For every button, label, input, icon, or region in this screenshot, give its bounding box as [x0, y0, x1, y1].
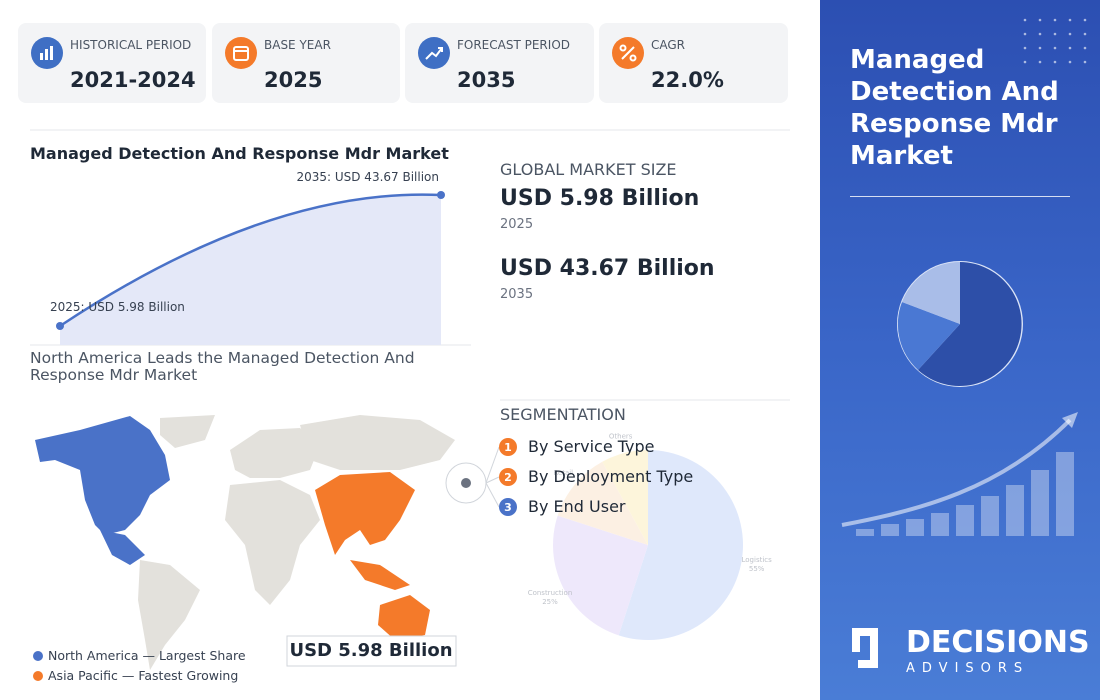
- item-label: By Service Type: [528, 437, 655, 456]
- legend-dot: [33, 671, 43, 681]
- value-label: 2035: USD 43.67 Billion: [296, 170, 439, 184]
- icon-graphic: [40, 46, 53, 60]
- market-value: USD 5.98 Billion: [500, 186, 700, 211]
- stat-card: BASE YEAR 2025: [212, 23, 400, 103]
- main-graphics: 2025: USD 5.98 Billion 2035: USD 43.67 Bi…: [30, 129, 790, 683]
- central-america: [100, 530, 145, 565]
- pie-slice: [918, 262, 1022, 386]
- pie-value-label: 55%: [749, 565, 765, 573]
- pie-slice: [557, 461, 648, 545]
- icon: [418, 37, 450, 69]
- africa: [225, 480, 320, 605]
- pie-slice: [553, 515, 648, 636]
- russia: [300, 415, 455, 470]
- icon: [31, 37, 63, 69]
- trend-arrow: [841, 418, 1072, 527]
- market-year: 2035: [500, 287, 534, 302]
- logo-mark: [852, 628, 878, 668]
- stat-value: 2021-2024: [70, 68, 196, 92]
- item-label: By Deployment Type: [528, 467, 693, 486]
- legend-label: North America — Largest Share: [48, 648, 246, 663]
- pie-slice: [902, 262, 960, 324]
- icon-graphic: [425, 47, 443, 60]
- dot-grid: [1023, 18, 1087, 64]
- stat-value: 22.0%: [651, 68, 724, 92]
- pie-category: Construction: [528, 589, 573, 597]
- arrow-head: [1062, 412, 1078, 428]
- point: [56, 322, 64, 330]
- badge-box: [286, 635, 457, 667]
- world-map: [35, 415, 455, 670]
- southeast-asia: [350, 560, 410, 590]
- market-year: 2025: [500, 217, 534, 232]
- legend-label: Asia Pacific — Fastest Growing: [48, 668, 238, 683]
- segment-list: 1 By Service Type 2 By Deployment Type 3 By E…: [485, 437, 693, 516]
- item-badge: [499, 468, 517, 486]
- sidebar-title: Managed Detection And Response Mdr Marke…: [850, 45, 1059, 171]
- icon: [612, 37, 644, 69]
- line-chart: 2025: USD 5.98 Billion 2035: USD 43.67 Bi…: [50, 170, 445, 345]
- australia: [378, 595, 430, 640]
- connector: [485, 482, 500, 508]
- europe: [230, 428, 320, 478]
- pie-slice: [602, 450, 648, 545]
- stat-label: CAGR: [651, 38, 686, 52]
- pie-category: Others: [609, 432, 633, 440]
- segmentation-title: SEGMENTATION: [500, 405, 626, 424]
- item-badge: [499, 438, 517, 456]
- map-legend: North America — Largest Share Asia Pacifi…: [33, 648, 246, 683]
- item-number: 1: [504, 441, 512, 454]
- stat-label: HISTORICAL PERIOD: [70, 38, 192, 52]
- stat-card: HISTORICAL PERIOD 2021-2024: [18, 23, 206, 103]
- sidebar-graphics: DECISIONS ADVISORS: [841, 18, 1090, 676]
- sidebar: Managed Detection And Response Mdr Marke…: [820, 0, 1100, 700]
- pie-category: Logistics: [742, 556, 773, 564]
- greenland: [160, 415, 215, 448]
- legend-dot: [33, 651, 43, 661]
- pie-value-label: 25%: [542, 598, 558, 606]
- south-america: [138, 560, 200, 670]
- asia-pacific: [315, 472, 415, 555]
- region-title: North America Leads the Managed Detectio…: [30, 349, 415, 384]
- logo-tagline: ADVISORS: [906, 661, 1029, 676]
- north-america: [35, 416, 170, 535]
- badge: USD 5.98 Billion: [289, 640, 452, 661]
- item-label: By End User: [528, 497, 626, 516]
- item-number: 3: [504, 501, 512, 514]
- stat-label: BASE YEAR: [264, 38, 331, 52]
- connector: [485, 476, 500, 484]
- stat-card: FORECAST PERIOD 2035: [405, 23, 594, 103]
- stat-label: FORECAST PERIOD: [457, 38, 570, 52]
- stat-value: 2035: [457, 68, 516, 92]
- market-value: USD 43.67 Billion: [500, 256, 715, 281]
- icon: [225, 37, 257, 69]
- logo-name: DECISIONS: [906, 625, 1090, 660]
- pie-slice: [618, 450, 744, 640]
- icon-graphic: [619, 44, 637, 62]
- item-badge: [499, 498, 517, 516]
- sidebar-divider: [850, 196, 1070, 197]
- connector: [485, 446, 500, 484]
- value-label: 2025: USD 5.98 Billion: [50, 300, 185, 314]
- stat-card: CAGR 22.0%: [599, 23, 788, 103]
- line: [59, 193, 442, 328]
- pie-slice: [897, 302, 960, 370]
- segment-icon-dot: [461, 478, 471, 488]
- sidebar-bars: [856, 452, 1074, 536]
- pie-category: Retail: [553, 469, 573, 477]
- item-number: 2: [504, 471, 512, 484]
- stat-value: 2025: [264, 68, 323, 92]
- market-size-label: GLOBAL MARKET SIZE: [500, 160, 677, 179]
- area: [60, 194, 441, 345]
- icon-graphic: [233, 46, 249, 61]
- point: [437, 191, 445, 199]
- chart-title: Managed Detection And Response Mdr Marke…: [30, 144, 449, 163]
- sidebar-pie: [897, 261, 1023, 387]
